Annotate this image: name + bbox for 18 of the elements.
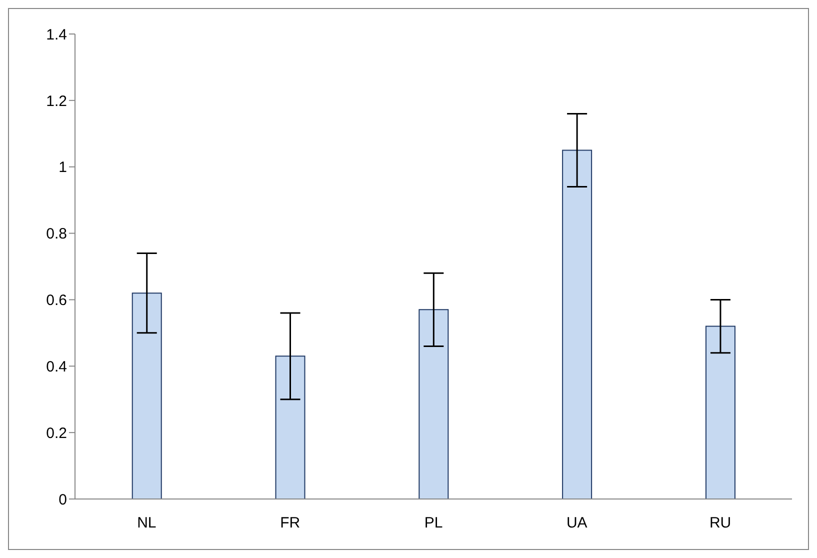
y-tick-label: 1 — [58, 159, 67, 176]
bar — [705, 326, 736, 499]
y-tick-label: 1.2 — [46, 92, 67, 110]
y-tick-label: 0.2 — [46, 424, 67, 442]
bar — [132, 292, 162, 499]
bar — [418, 309, 449, 499]
x-tick-label: PL — [424, 514, 443, 532]
y-tick-label: 0 — [58, 491, 67, 508]
x-tick-label: FR — [280, 514, 300, 532]
x-tick-label: NL — [137, 514, 156, 532]
y-tick-label: 0.6 — [46, 292, 67, 310]
x-tick-label: RU — [709, 514, 732, 532]
y-tick-label: 1.4 — [46, 26, 67, 44]
bar — [275, 356, 306, 499]
y-tick-label: 0.4 — [46, 358, 67, 376]
y-tick-label: 0.8 — [46, 226, 67, 243]
x-tick-label: UA — [566, 514, 588, 532]
bar — [562, 150, 592, 499]
